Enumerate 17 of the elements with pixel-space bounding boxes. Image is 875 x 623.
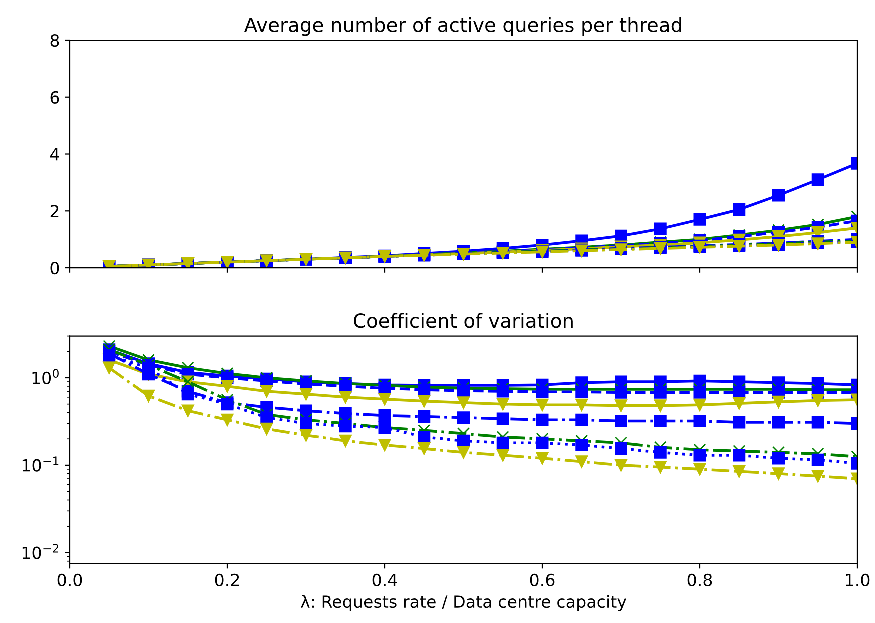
- y-tick-label: 10$^{−1}$: [22, 456, 59, 472]
- x-axis-title: λ: Requests rate / Data centre capacity: [300, 595, 627, 612]
- x-tick-label: 0.0: [58, 574, 82, 586]
- y-tick-label: 8: [50, 34, 60, 48]
- chart-title: Average number of active queries per thread: [244, 17, 682, 36]
- x-tick-label: 0.4: [372, 574, 398, 586]
- x-tick-label: 0.8: [688, 574, 712, 586]
- x-tick-label: 1.0: [846, 574, 870, 586]
- y-tick-label: 0: [50, 262, 60, 275]
- x-tick-label: 0.2: [215, 574, 240, 586]
- y-tick-label: 6: [50, 91, 60, 104]
- y-tick-label: 10$^{−2}$: [22, 544, 59, 560]
- y-tick-label: 4: [50, 148, 60, 161]
- chart-title: Coefficient of variation: [354, 313, 573, 328]
- x-tick-label: 0.6: [530, 574, 555, 586]
- y-tick-label: 10$^{0}$: [32, 369, 59, 384]
- y-tick-label: 2: [50, 205, 59, 218]
